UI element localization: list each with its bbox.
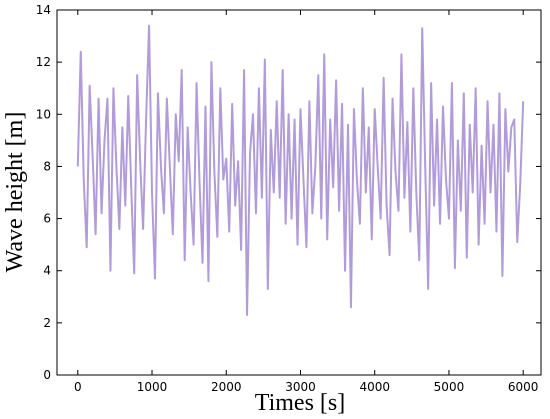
y-tick-label: 10 [36, 107, 51, 121]
x-axis-label: Times [s] [255, 390, 345, 416]
x-tick-label: 3000 [285, 380, 316, 394]
x-tick-label: 1000 [137, 380, 168, 394]
data-line [76, 24, 525, 317]
y-tick-label: 12 [36, 55, 51, 69]
y-tick-label: 0 [43, 368, 51, 382]
x-tick-label: 6000 [508, 380, 539, 394]
x-tick-label: 5000 [434, 380, 465, 394]
x-tick-label: 0 [74, 380, 82, 394]
y-tick-label: 2 [43, 316, 51, 330]
x-tick-label: 2000 [211, 380, 242, 394]
y-tick-label: 4 [43, 264, 51, 278]
y-tick-label: 6 [43, 212, 51, 226]
y-axis-label: Wave height [m] [2, 112, 28, 273]
y-tick-label: 14 [36, 3, 51, 17]
x-tick-label: 4000 [359, 380, 390, 394]
y-tick-label: 8 [43, 159, 51, 173]
plot-frame [56, 9, 542, 376]
